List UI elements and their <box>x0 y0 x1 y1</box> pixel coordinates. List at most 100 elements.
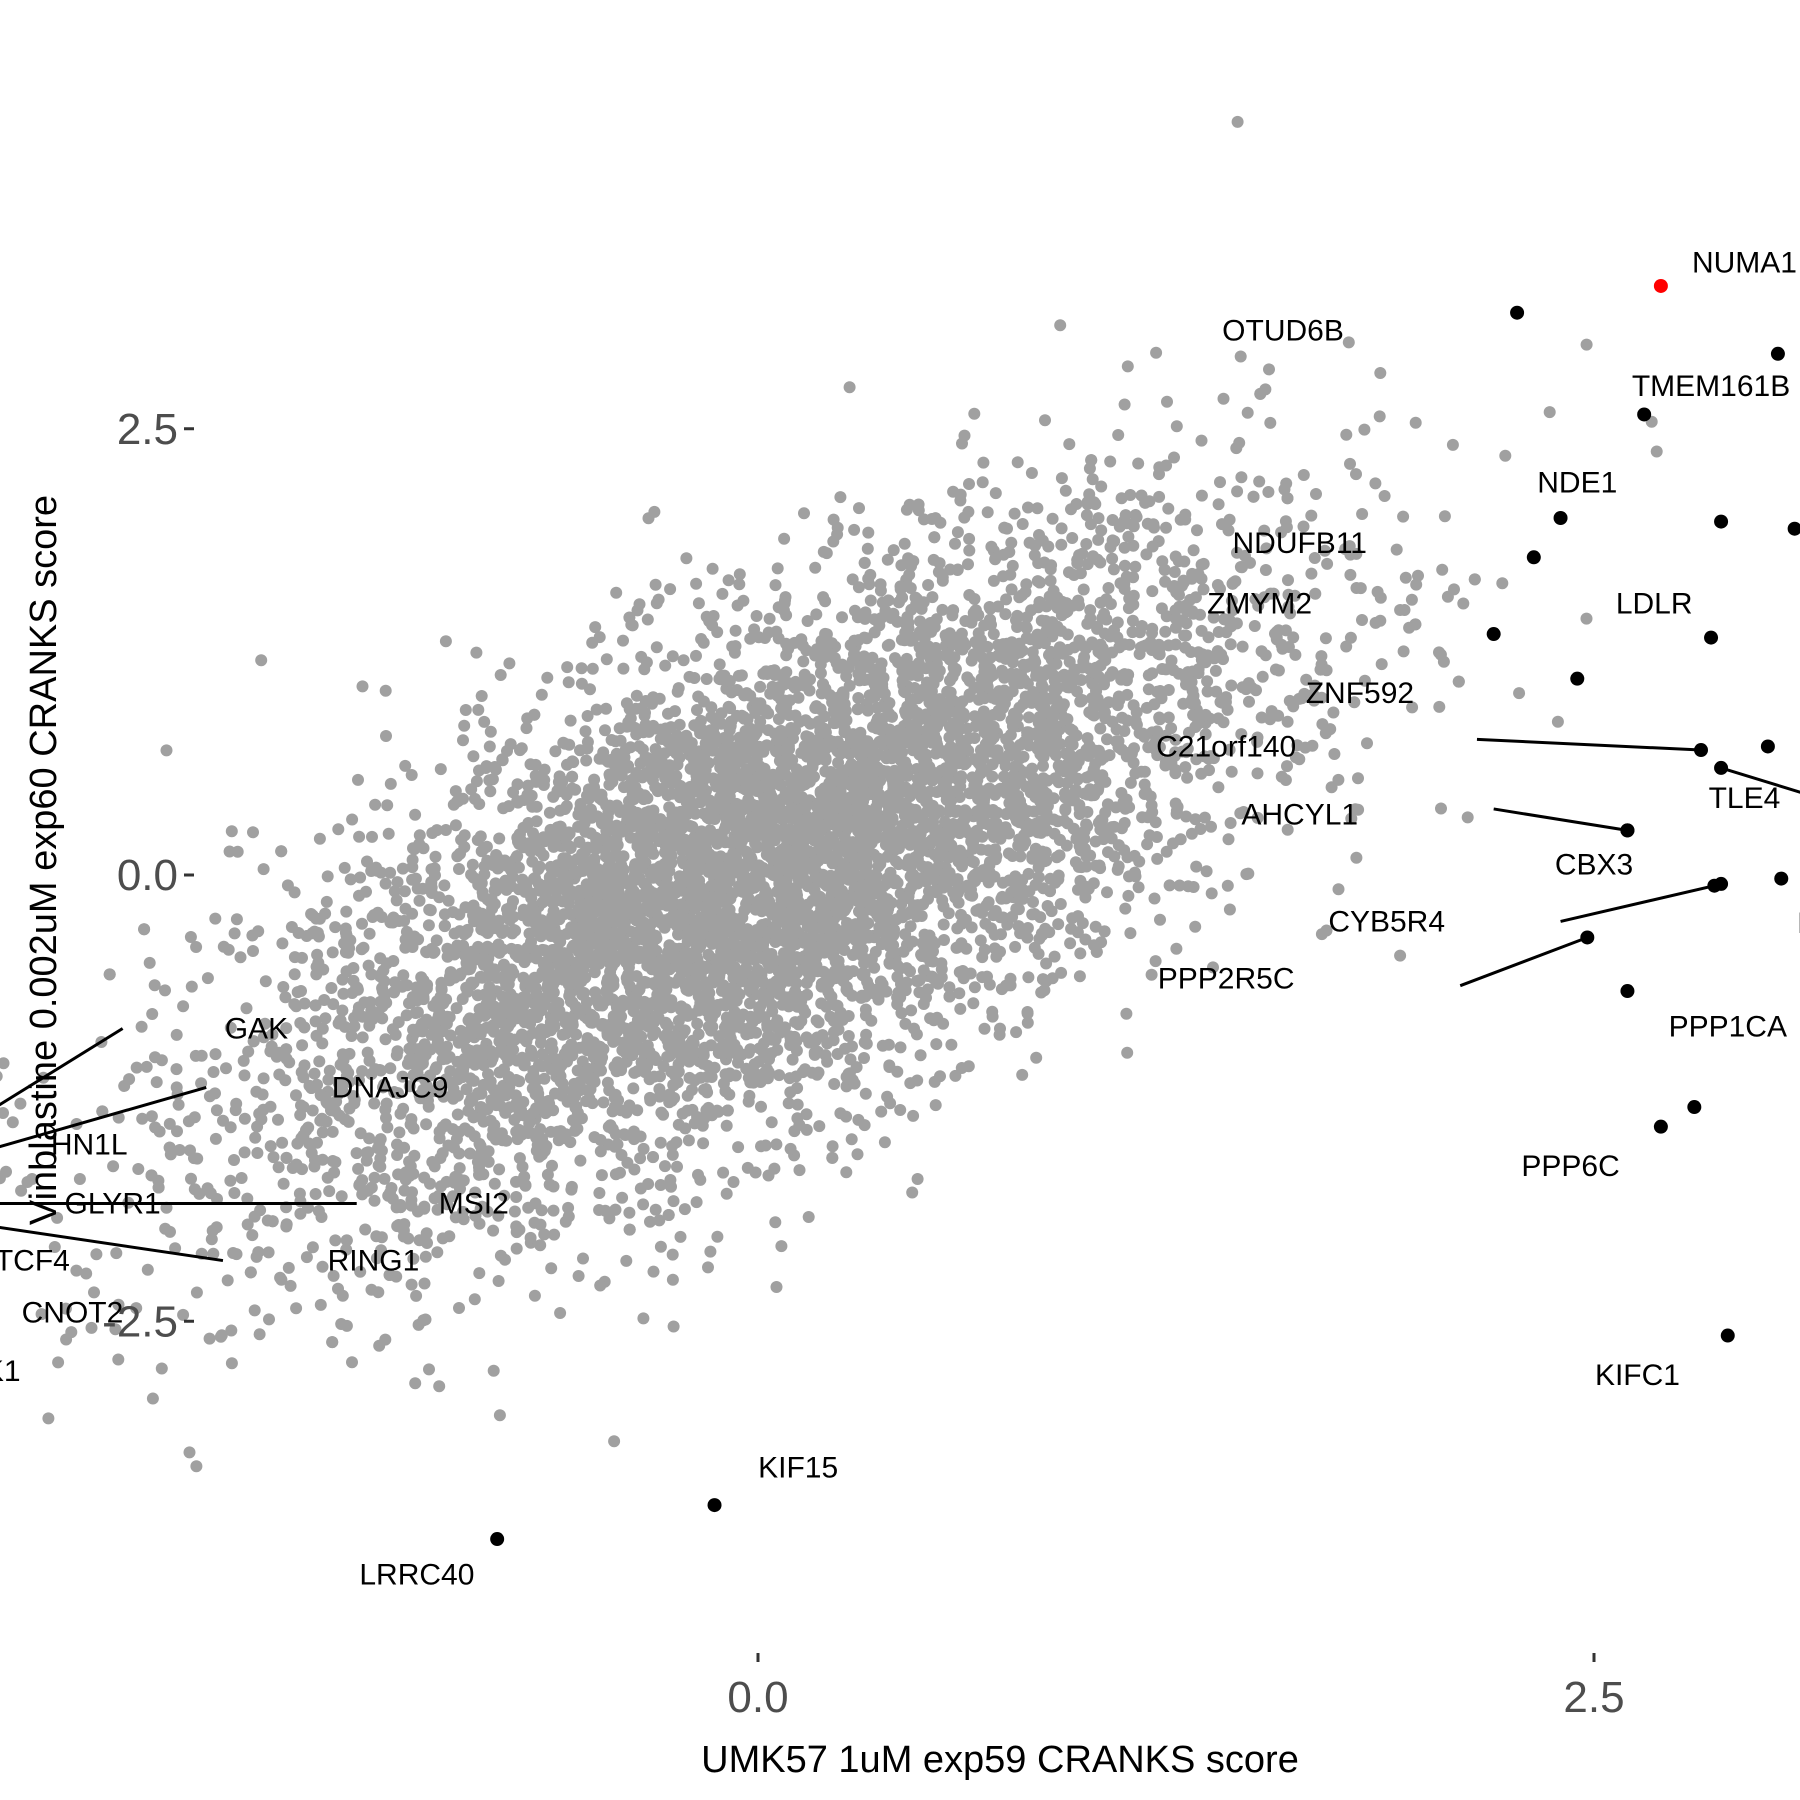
background-point <box>827 535 840 548</box>
background-point <box>375 911 388 923</box>
background-point <box>478 868 491 881</box>
background-point <box>1150 346 1163 359</box>
background-point <box>606 850 619 863</box>
background-point <box>1162 502 1175 515</box>
background-point <box>588 855 600 868</box>
background-point <box>649 743 662 756</box>
background-point <box>1235 728 1248 741</box>
background-point <box>635 650 648 663</box>
background-point <box>1202 631 1215 644</box>
background-point <box>397 1102 410 1115</box>
background-point <box>380 996 393 1009</box>
background-point <box>493 1163 506 1176</box>
background-point <box>863 689 876 702</box>
background-point <box>310 1029 323 1042</box>
background-point <box>769 579 782 592</box>
background-point <box>921 983 934 996</box>
background-point <box>150 1076 163 1089</box>
background-point <box>986 770 999 783</box>
background-point <box>593 1204 606 1216</box>
background-point <box>883 723 896 736</box>
background-point <box>1101 886 1113 899</box>
background-point <box>410 1289 423 1302</box>
background-point <box>238 1112 251 1125</box>
background-point <box>1499 449 1512 462</box>
background-point <box>723 1067 736 1080</box>
background-point <box>1079 933 1092 946</box>
background-point <box>1406 701 1419 714</box>
background-point <box>1139 496 1152 509</box>
background-point <box>384 1062 397 1075</box>
background-point <box>473 1267 486 1280</box>
background-point <box>758 762 771 775</box>
background-point <box>986 1010 999 1023</box>
background-point <box>1356 508 1369 520</box>
background-point <box>740 961 753 974</box>
background-point <box>1003 739 1016 752</box>
background-point <box>418 1277 431 1290</box>
background-point <box>470 646 483 659</box>
background-point <box>413 894 426 907</box>
background-point <box>1350 851 1363 864</box>
background-point <box>1223 743 1236 756</box>
background-point <box>800 1108 813 1121</box>
background-point <box>345 1030 358 1042</box>
background-point <box>354 871 367 884</box>
background-point <box>329 1234 342 1247</box>
background-point <box>858 1052 870 1064</box>
background-point <box>1052 918 1065 931</box>
background-point <box>1126 614 1139 627</box>
background-point <box>659 659 672 672</box>
background-point <box>484 725 497 738</box>
background-point <box>584 683 596 696</box>
background-point <box>368 1171 381 1184</box>
background-point <box>420 1118 433 1131</box>
background-point <box>425 863 438 876</box>
background-point <box>785 722 797 734</box>
background-point <box>1397 645 1410 658</box>
background-point <box>778 532 791 545</box>
background-point <box>1012 610 1024 623</box>
background-point <box>488 1177 501 1190</box>
background-point <box>449 785 462 798</box>
background-point <box>1358 423 1371 436</box>
background-point <box>987 909 1000 922</box>
background-point <box>1112 741 1125 754</box>
background-point <box>1185 676 1198 688</box>
background-point <box>1118 844 1131 857</box>
background-point <box>1089 920 1102 933</box>
background-point <box>1239 549 1251 562</box>
background-point <box>290 1089 302 1102</box>
background-point <box>836 611 848 624</box>
background-point <box>1189 813 1202 826</box>
background-point <box>359 1223 372 1236</box>
background-point <box>1321 557 1334 570</box>
background-point <box>171 1125 183 1138</box>
background-point <box>1038 701 1051 714</box>
background-point <box>357 941 370 954</box>
background-point <box>748 623 761 636</box>
background-point <box>617 634 629 647</box>
background-point <box>85 1321 98 1334</box>
background-point <box>1086 473 1099 486</box>
background-point <box>543 1097 556 1110</box>
background-point <box>1181 742 1194 755</box>
background-point <box>762 1169 775 1182</box>
background-point <box>644 1215 656 1228</box>
background-point <box>1106 552 1119 565</box>
background-point <box>1342 336 1355 349</box>
background-point <box>522 1201 535 1214</box>
background-point <box>406 853 419 866</box>
background-point <box>1122 530 1135 543</box>
background-point <box>949 537 961 550</box>
background-point <box>291 986 304 999</box>
background-point <box>184 931 197 943</box>
background-point <box>819 1049 832 1062</box>
background-point <box>1095 524 1108 537</box>
background-point <box>224 1021 237 1034</box>
background-point <box>1028 908 1041 920</box>
background-point <box>1173 879 1186 892</box>
background-point <box>754 680 767 693</box>
background-point <box>599 724 611 737</box>
